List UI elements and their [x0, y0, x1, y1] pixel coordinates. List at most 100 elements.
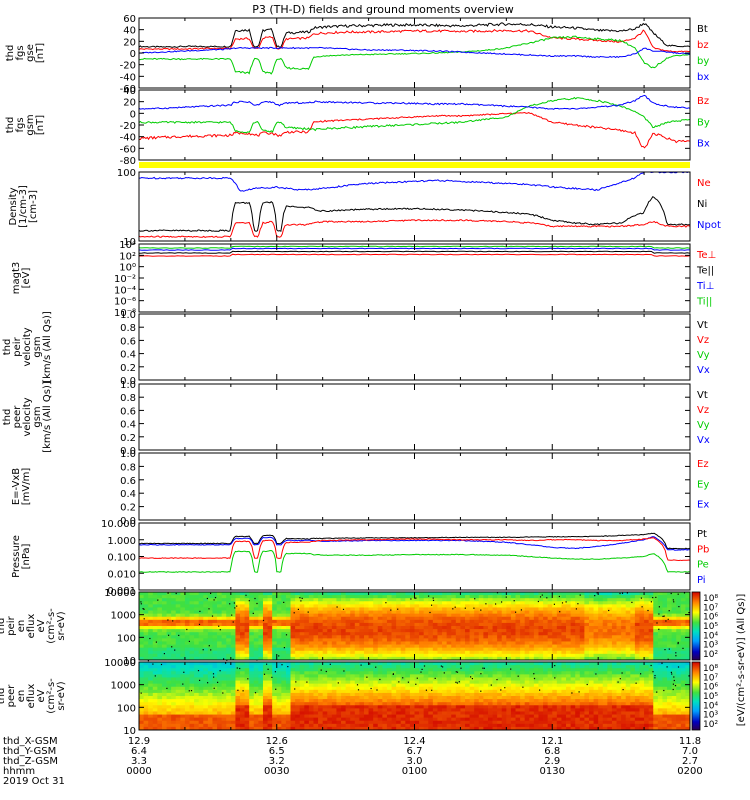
svg-text:-80: -80 [120, 156, 136, 167]
ytick-peir-velocity: 0.0 [120, 376, 690, 387]
ytick-peer-eflux: 100 [117, 703, 690, 714]
series-fgs-by [139, 35, 691, 75]
svg-text:10: 10 [123, 656, 136, 667]
orbit-label-0: thd_X-GSM [3, 736, 58, 747]
legend-density-2: Npot [697, 220, 721, 231]
orbit-value: 0030 [264, 766, 289, 777]
svg-text:-20: -20 [120, 61, 136, 72]
svg-text:0.0: 0.0 [120, 376, 136, 387]
legend-peer-velocity-3: Vx [697, 435, 710, 446]
ytick-fgs-gsm: 0 [130, 109, 690, 120]
legend-temperature-1: Te|| [696, 266, 714, 277]
ytick-fgs-gsm: -40 [120, 133, 690, 144]
svg-text:40: 40 [123, 26, 136, 37]
ylabel-temperature: magt3[eV] [11, 262, 32, 295]
legend-efield-0: Ez [697, 459, 709, 470]
ytick-fgs: -40 [120, 72, 690, 83]
series-density-npot [139, 171, 690, 192]
svg-text:-20: -20 [120, 121, 136, 132]
panel-peer-velocity: 1.0 0.8 0.6 0.4 0.2 0.0 thdpeervelocitygsm[km/… [2, 380, 710, 457]
series-density-ni [138, 196, 690, 232]
legend-peer-velocity-0: Vt [697, 390, 708, 401]
orbit-value: 0000 [126, 766, 151, 777]
ytick-fgs: -20 [120, 61, 690, 72]
svg-text:0.6: 0.6 [120, 336, 136, 347]
ytick-temperature: 10⁻⁴ [114, 285, 690, 296]
ytick-efield: 0.0 [120, 516, 690, 527]
legend-density-1: Ni [697, 199, 707, 210]
svg-text:-40: -40 [120, 72, 136, 83]
colorbar-title: [eV/(cm²-s-sr-eV)] (All Qs)] [736, 594, 747, 727]
series-temperature-2 [138, 250, 691, 254]
ytick-fgs-gsm: -20 [120, 121, 690, 132]
series-pressure-pe [138, 549, 691, 573]
ytick-temperature: 10⁴ [119, 240, 690, 251]
ylabel-efield: E=-VxB[mV/m] [11, 468, 32, 506]
legend-fgs-1: bz [697, 40, 709, 51]
ytick-peer-velocity: 0.4 [120, 420, 690, 431]
legend-pressure-3: Pi [697, 575, 706, 586]
ytick-fgs: 60 [123, 14, 690, 25]
ytick-peer-eflux: 1000 [111, 681, 690, 692]
orbit-value: 6.4 [131, 746, 147, 757]
svg-text:10⁴: 10⁴ [119, 240, 136, 251]
orbit-value: 12.4 [403, 736, 425, 747]
legend-fgs-3: bx [697, 72, 709, 83]
svg-text:10⁵: 10⁵ [703, 622, 718, 632]
orbit-value: 2.9 [544, 756, 560, 767]
legend-temperature-0: Te⊥ [696, 250, 716, 261]
svg-text:0.6: 0.6 [120, 476, 136, 487]
ytick-peer-velocity: 0.2 [120, 433, 690, 444]
orbit-value: 0100 [402, 766, 427, 777]
x-axis: thd_X-GSM 12.9 12.6 12.4 12.1 11.8 thd_Y-GSM 6.… [3, 736, 703, 787]
ytick-fgs-gsm: -60 [120, 144, 690, 155]
svg-text:10.000: 10.000 [101, 519, 136, 530]
ytick-pressure: 0.010 [107, 569, 690, 580]
svg-text:0.100: 0.100 [107, 553, 136, 564]
legend-efield-2: Ex [697, 500, 709, 511]
orbit-value: 12.1 [541, 736, 563, 747]
legend-temperature-3: Ti|| [696, 297, 712, 308]
ytick-pressure: 1.000 [107, 536, 690, 547]
ytick-fgs-gsm: -80 [120, 156, 690, 167]
ytick-peir-velocity: 0.6 [120, 336, 690, 347]
ytick-efield: 0.6 [120, 476, 690, 487]
svg-text:1.0: 1.0 [120, 380, 136, 391]
ytick-efield: 0.4 [120, 489, 690, 500]
orbit-value: 12.9 [128, 736, 150, 747]
legend-peir-velocity-3: Vx [697, 365, 710, 376]
legend-fgs-gsm-2: Bx [697, 139, 710, 150]
legend-peir-velocity-2: Vy [697, 350, 710, 361]
svg-text:1.0: 1.0 [120, 449, 136, 460]
ytick-temperature: 10⁰ [119, 263, 690, 274]
svg-text:-60: -60 [120, 144, 136, 155]
ytick-peir-eflux: 10 [123, 656, 690, 667]
legend-efield-1: Ey [697, 479, 709, 490]
ytick-efield: 1.0 [120, 449, 690, 460]
series-pressure-pb [138, 537, 691, 562]
heatmap-peer-eflux [139, 662, 691, 731]
svg-text:10⁴: 10⁴ [703, 631, 718, 641]
orbit-value: 3.0 [407, 756, 423, 767]
series-density-ne [138, 219, 691, 238]
ylabel-peir-velocity: thdpeirvelocitygsm[km/s (All Qs)] [2, 311, 53, 383]
svg-text:100: 100 [117, 168, 136, 179]
orbit-value: 7.0 [682, 746, 698, 757]
ytick-temperature: 10² [119, 251, 690, 262]
ytick-peir-velocity: 1.0 [120, 310, 690, 321]
ytick-pressure: 0.100 [107, 553, 690, 564]
orbit-value: 6.7 [407, 746, 423, 757]
ytick-temperature: 10⁻⁶ [114, 297, 690, 308]
ytick-fgs-gsm: 40 [123, 86, 690, 97]
legend-fgs-0: Bt [697, 24, 708, 35]
panel-efield: 1.0 0.8 0.6 0.4 0.2 0.0 E=-VxB[mV/m] Ez Ey Ex [11, 449, 709, 527]
svg-text:100: 100 [117, 633, 136, 644]
series-fgs-bx [138, 46, 691, 59]
ytick-peer-velocity: 0.0 [120, 446, 690, 457]
svg-text:0.4: 0.4 [120, 489, 136, 500]
ytick-peir-velocity: 0.8 [120, 323, 690, 334]
